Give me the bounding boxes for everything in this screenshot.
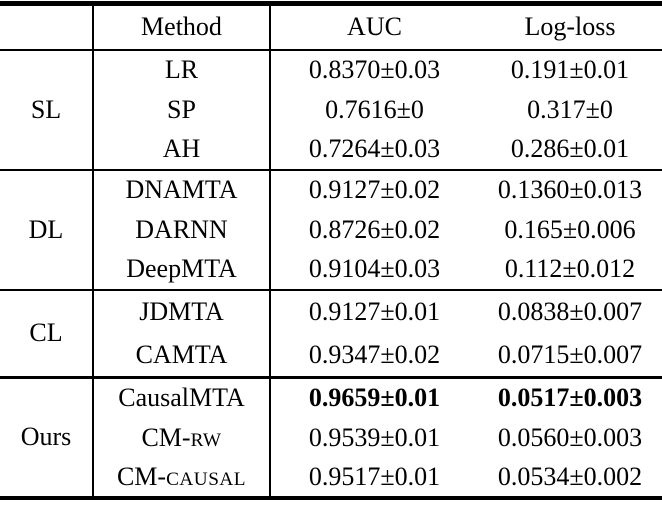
method-cell: CM-RW bbox=[93, 417, 271, 458]
table-row: AH 0.7264±0.03 0.286±0.01 bbox=[0, 129, 662, 170]
logloss-value: 0.191±0.01 bbox=[510, 55, 630, 84]
method-cell: JDMTA bbox=[93, 289, 271, 334]
column-header-group bbox=[0, 3, 94, 50]
auc-value: 0.9517±0.01 bbox=[308, 461, 441, 491]
method-cell: DeepMTA bbox=[93, 249, 271, 290]
method-cell: CAMTA bbox=[93, 333, 271, 378]
method-cell: SP bbox=[93, 89, 271, 130]
table-row: CM-RW 0.9539±0.01 0.0560±0.003 bbox=[0, 417, 662, 458]
section-ours: Ours CausalMTA 0.9659±0.01 0.0517±0.003 … bbox=[0, 377, 662, 498]
logloss-value: 0.165±0.006 bbox=[504, 214, 636, 244]
column-header-method: Method bbox=[93, 3, 271, 50]
auc-value: 0.9104±0.03 bbox=[308, 254, 441, 283]
group-label: SL bbox=[0, 49, 94, 170]
auc-value: 0.9347±0.02 bbox=[308, 339, 441, 369]
section-dl: DL DNAMTA 0.9127±0.02 0.1360±0.013 DARNN… bbox=[0, 169, 662, 290]
auc-value: 0.9127±0.02 bbox=[308, 175, 441, 204]
logloss-value: 0.0560±0.003 bbox=[497, 422, 643, 452]
method-cell: DNAMTA bbox=[93, 169, 271, 210]
logloss-value: 0.317±0 bbox=[527, 94, 613, 124]
logloss-value: 0.286±0.01 bbox=[510, 134, 630, 163]
table-row: CAMTA 0.9347±0.02 0.0715±0.007 bbox=[0, 333, 662, 378]
logloss-value: 0.0534±0.002 bbox=[497, 461, 643, 491]
results-table: Method AUC Log-loss SL LR 0.8370±0.03 0.… bbox=[0, 1, 662, 500]
method-cell: CM-CAUSAL bbox=[93, 457, 271, 498]
table-row: SP 0.7616±0 0.317±0 bbox=[0, 89, 662, 130]
logloss-value: 0.1360±0.013 bbox=[497, 175, 643, 204]
table-row: DeepMTA 0.9104±0.03 0.112±0.012 bbox=[0, 249, 662, 290]
section-cl: CL JDMTA 0.9127±0.01 0.0838±0.007 CAMTA … bbox=[0, 289, 662, 378]
group-label: Ours bbox=[0, 377, 94, 498]
column-header-auc: AUC bbox=[347, 12, 402, 42]
table-row: DARNN 0.8726±0.02 0.165±0.006 bbox=[0, 209, 662, 250]
table-header: Method AUC Log-loss bbox=[0, 3, 662, 50]
table-row: SL LR 0.8370±0.03 0.191±0.01 bbox=[0, 49, 662, 170]
column-header-logloss: Log-loss bbox=[524, 12, 616, 42]
method-cell: AH bbox=[93, 129, 271, 170]
group-label: CL bbox=[0, 289, 94, 378]
auc-value: 0.7616±0 bbox=[325, 94, 424, 124]
auc-value: 0.9659±0.01 bbox=[308, 383, 441, 413]
group-label: DL bbox=[0, 169, 94, 290]
auc-value: 0.9127±0.01 bbox=[308, 297, 441, 326]
table-row: DL DNAMTA 0.9127±0.02 0.1360±0.013 bbox=[0, 169, 662, 290]
method-cell: CausalMTA bbox=[93, 377, 271, 418]
logloss-value: 0.112±0.012 bbox=[504, 254, 636, 283]
table-row: CM-CAUSAL 0.9517±0.01 0.0534±0.002 bbox=[0, 457, 662, 498]
table-row: CL JDMTA 0.9127±0.01 0.0838±0.007 bbox=[0, 289, 662, 378]
auc-value: 0.9539±0.01 bbox=[308, 422, 441, 452]
section-sl: SL LR 0.8370±0.03 0.191±0.01 SP 0.7616±0… bbox=[0, 49, 662, 170]
logloss-value: 0.0715±0.007 bbox=[497, 339, 643, 369]
auc-value: 0.7264±0.03 bbox=[308, 134, 441, 163]
table-row: Ours CausalMTA 0.9659±0.01 0.0517±0.003 bbox=[0, 377, 662, 498]
header-row: Method AUC Log-loss bbox=[0, 3, 662, 50]
auc-value: 0.8726±0.02 bbox=[308, 214, 441, 244]
method-cell: LR bbox=[93, 49, 271, 90]
auc-value: 0.8370±0.03 bbox=[308, 55, 441, 84]
logloss-value: 0.0517±0.003 bbox=[497, 383, 643, 413]
method-cell: DARNN bbox=[93, 209, 271, 250]
logloss-value: 0.0838±0.007 bbox=[497, 297, 643, 326]
